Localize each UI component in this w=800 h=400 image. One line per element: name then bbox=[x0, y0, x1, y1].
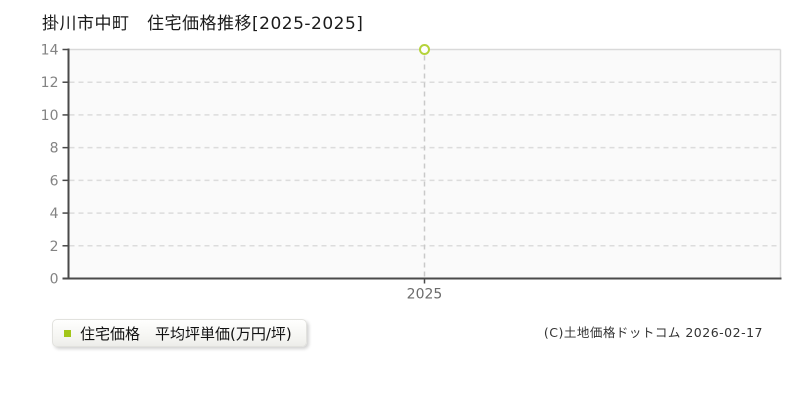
legend-label: 住宅価格 平均坪単価(万円/坪) bbox=[80, 324, 292, 343]
chart-title: 掛川市中町 住宅価格推移[2025-2025] bbox=[42, 14, 364, 34]
x-tick-label: 2025 bbox=[407, 287, 443, 303]
y-tick-label: 10 bbox=[41, 108, 59, 124]
data-point[interactable] bbox=[419, 44, 430, 55]
legend: 住宅価格 平均坪単価(万円/坪) bbox=[52, 319, 307, 347]
y-tick-label: 14 bbox=[41, 43, 59, 59]
y-tick-label: 12 bbox=[41, 75, 59, 91]
y-tick-label: 6 bbox=[50, 173, 59, 189]
y-tick-label: 4 bbox=[50, 206, 59, 222]
y-tick-label: 8 bbox=[50, 141, 59, 157]
y-tick-label: 0 bbox=[50, 272, 59, 288]
copyright-text: (C)土地価格ドットコム 2026-02-17 bbox=[543, 325, 763, 340]
y-tick-label: 2 bbox=[50, 239, 59, 255]
legend-marker-square bbox=[64, 329, 71, 337]
